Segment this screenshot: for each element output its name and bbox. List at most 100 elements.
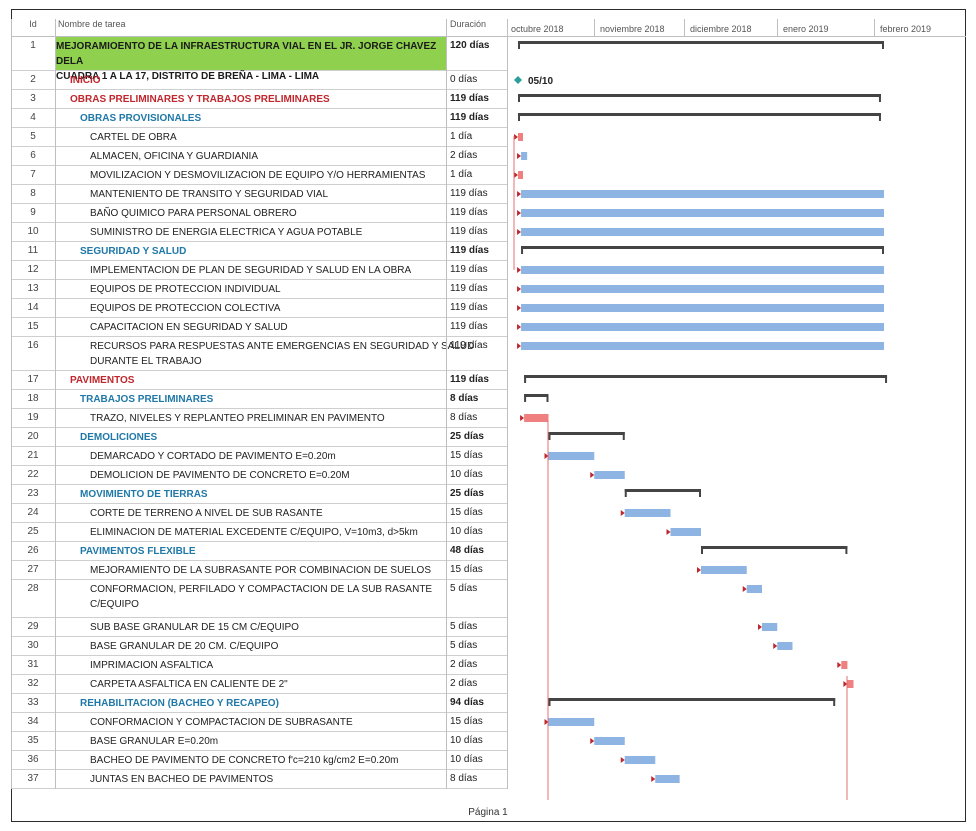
task-name[interactable]: DEMOLICIONES	[56, 430, 470, 445]
task-row[interactable]: 35 BASE GRANULAR E=0.20m 10 días	[11, 732, 507, 751]
task-row[interactable]: 5 CARTEL DE OBRA 1 día	[11, 128, 507, 147]
task-row[interactable]: 11 SEGURIDAD Y SALUD 119 días	[11, 242, 507, 261]
task-name[interactable]: ALMACEN, OFICINA Y GUARDIANIA	[56, 149, 480, 164]
task-name[interactable]: SEGURIDAD Y SALUD	[56, 244, 470, 259]
task-name[interactable]: PAVIMENTOS FLEXIBLE	[56, 544, 470, 559]
timeline-separator	[684, 19, 685, 36]
task-row[interactable]: 25 ELIMINACION DE MATERIAL EXCEDENTE C/EQ…	[11, 523, 507, 542]
task-row[interactable]: 8 MANTENIENTO DE TRANSITO Y SEGURIDAD VIA…	[11, 185, 507, 204]
task-name[interactable]: CARPETA ASFALTICA EN CALIENTE DE 2"	[56, 677, 480, 692]
task-name[interactable]: BACHEO DE PAVIMENTO DE CONCRETO f'c=210 …	[56, 753, 480, 768]
task-row[interactable]: 4 OBRAS PROVISIONALES 119 días	[11, 109, 507, 128]
task-name[interactable]: BASE GRANULAR E=0.20m	[56, 734, 480, 749]
task-row[interactable]: 13 EQUIPOS DE PROTECCION INDIVIDUAL 119 dí…	[11, 280, 507, 299]
task-name[interactable]: TRABAJOS PRELIMINARES	[56, 392, 470, 407]
task-row[interactable]: 23 MOVIMIENTO DE TIERRAS 25 días	[11, 485, 507, 504]
task-name[interactable]: MEJORAMIENTO DE LA SUBRASANTE POR COMBIN…	[56, 563, 480, 578]
col-id-header[interactable]: Id	[29, 19, 37, 29]
task-name[interactable]: CONFORMACION, PERFILADO Y COMPACTACION D…	[56, 582, 480, 612]
task-bar	[762, 623, 778, 631]
task-row[interactable]: 27 MEJORAMIENTO DE LA SUBRASANTE POR COMB…	[11, 561, 507, 580]
task-row[interactable]: 10 SUMINISTRO DE ENERGIA ELECTRICA Y AGUA…	[11, 223, 507, 242]
task-name-line: OBRAS PROVISIONALES	[80, 113, 202, 124]
timeline-month: enero 2019	[783, 24, 829, 34]
task-duration: 10 días	[450, 754, 483, 765]
task-row[interactable]: 17 PAVIMENTOS 119 días	[11, 371, 507, 390]
task-name[interactable]: PAVIMENTOS	[56, 373, 460, 388]
task-row[interactable]: 2 INICIO 0 días	[11, 71, 507, 90]
task-row[interactable]: 28 CONFORMACION, PERFILADO Y COMPACTACION…	[11, 580, 507, 618]
dependency-arrow-icon	[517, 286, 522, 292]
task-name[interactable]: SUMINISTRO DE ENERGIA ELECTRICA Y AGUA P…	[56, 225, 480, 240]
task-name[interactable]: EQUIPOS DE PROTECCION COLECTIVA	[56, 301, 480, 316]
task-row[interactable]: 30 BASE GRANULAR DE 20 CM. C/EQUIPO 5 días	[11, 637, 507, 656]
task-row[interactable]: 3 OBRAS PRELIMINARES Y TRABAJOS PRELIMINA…	[11, 90, 507, 109]
task-name[interactable]: ELIMINACION DE MATERIAL EXCEDENTE C/EQUI…	[56, 525, 480, 540]
task-row[interactable]: 33 REHABILITACION (BACHEO Y RECAPEO) 94 dí…	[11, 694, 507, 713]
task-name[interactable]: BASE GRANULAR DE 20 CM. C/EQUIPO	[56, 639, 480, 654]
task-row[interactable]: 16 RECURSOS PARA RESPUESTAS ANTE EMERGENC…	[11, 337, 507, 371]
task-name[interactable]: INICIO	[56, 73, 460, 88]
task-bar	[521, 228, 884, 236]
task-name[interactable]: JUNTAS EN BACHEO DE PAVIMENTOS	[56, 772, 480, 787]
task-row[interactable]: 29 SUB BASE GRANULAR DE 15 CM C/EQUIPO 5 d…	[11, 618, 507, 637]
task-row[interactable]: 14 EQUIPOS DE PROTECCION COLECTIVA 119 día…	[11, 299, 507, 318]
task-row[interactable]: 7 MOVILIZACION Y DESMOVILIZACION DE EQUIP…	[11, 166, 507, 185]
task-row[interactable]: 37 JUNTAS EN BACHEO DE PAVIMENTOS 8 días	[11, 770, 507, 789]
col-duration-header[interactable]: Duración	[450, 19, 487, 29]
task-name[interactable]: MANTENIENTO DE TRANSITO Y SEGURIDAD VIAL	[56, 187, 480, 202]
task-name[interactable]: MOVILIZACION Y DESMOVILIZACION DE EQUIPO…	[56, 168, 480, 183]
task-name[interactable]: IMPRIMACION ASFALTICA	[56, 658, 480, 673]
critical-task-bar	[518, 133, 523, 141]
task-name[interactable]: OBRAS PROVISIONALES	[56, 111, 470, 126]
task-name[interactable]: OBRAS PRELIMINARES Y TRABAJOS PRELIMINAR…	[56, 92, 460, 107]
task-duration: 119 días	[450, 302, 488, 313]
task-row[interactable]: 1 MEJORAMIOENTO DE LA INFRAESTRUCTURA VIA…	[11, 37, 507, 82]
task-id: 11	[27, 245, 39, 256]
task-row[interactable]: 18 TRABAJOS PRELIMINARES 8 días	[11, 390, 507, 409]
task-bar	[594, 737, 625, 745]
task-name[interactable]: SUB BASE GRANULAR DE 15 CM C/EQUIPO	[56, 620, 480, 635]
task-name[interactable]: IMPLEMENTACION DE PLAN DE SEGURIDAD Y SA…	[56, 263, 480, 278]
task-name[interactable]: DEMOLICION DE PAVIMENTO DE CONCRETO E=0.…	[56, 468, 480, 483]
task-row[interactable]: 12 IMPLEMENTACION DE PLAN DE SEGURIDAD Y …	[11, 261, 507, 280]
task-name[interactable]: EQUIPOS DE PROTECCION INDIVIDUAL	[56, 282, 480, 297]
task-name[interactable]: REHABILITACION (BACHEO Y RECAPEO)	[56, 696, 470, 711]
task-duration: 25 días	[450, 488, 484, 499]
critical-task-bar	[841, 661, 848, 669]
task-row[interactable]: 21 DEMARCADO Y CORTADO DE PAVIMENTO E=0.2…	[11, 447, 507, 466]
summary-bar-cap	[518, 113, 520, 121]
task-name[interactable]: CARTEL DE OBRA	[56, 130, 480, 145]
task-row[interactable]: 19 TRAZO, NIVELES Y REPLANTEO PRELIMINAR …	[11, 409, 507, 428]
task-row[interactable]: 24 CORTE DE TERRENO A NIVEL DE SUB RASANT…	[11, 504, 507, 523]
task-name[interactable]: BAÑO QUIMICO PARA PERSONAL OBRERO	[56, 206, 480, 221]
header-separator	[11, 36, 966, 37]
task-row[interactable]: 26 PAVIMENTOS FLEXIBLE 48 días	[11, 542, 507, 561]
task-row[interactable]: 9 BAÑO QUIMICO PARA PERSONAL OBRERO 119 dí…	[11, 204, 507, 223]
task-name[interactable]: CAPACITACION EN SEGURIDAD Y SALUD	[56, 320, 480, 335]
task-id: 3	[30, 93, 36, 104]
task-name[interactable]: RECURSOS PARA RESPUESTAS ANTE EMERGENCIA…	[56, 339, 480, 369]
task-row[interactable]: 36 BACHEO DE PAVIMENTO DE CONCRETO f'c=21…	[11, 751, 507, 770]
task-id: 10	[27, 226, 39, 237]
task-row[interactable]: 15 CAPACITACION EN SEGURIDAD Y SALUD 119 d…	[11, 318, 507, 337]
task-row[interactable]: 34 CONFORMACION Y COMPACTACION DE SUBRASA…	[11, 713, 507, 732]
task-name[interactable]: DEMARCADO Y CORTADO DE PAVIMENTO E=0.20m	[56, 449, 480, 464]
task-name[interactable]: TRAZO, NIVELES Y REPLANTEO PRELIMINAR EN…	[56, 411, 480, 426]
task-row[interactable]: 31 IMPRIMACION ASFALTICA 2 días	[11, 656, 507, 675]
task-id: 16	[27, 340, 39, 351]
task-row[interactable]: 32 CARPETA ASFALTICA EN CALIENTE DE 2" 2 d…	[11, 675, 507, 694]
task-name[interactable]: MOVIMIENTO DE TIERRAS	[56, 487, 470, 502]
task-name-line: BACHEO DE PAVIMENTO DE CONCRETO f'c=210 …	[90, 755, 399, 766]
task-name[interactable]: MEJORAMIOENTO DE LA INFRAESTRUCTURA VIAL…	[56, 39, 446, 84]
task-row[interactable]: 6 ALMACEN, OFICINA Y GUARDIANIA 2 días	[11, 147, 507, 166]
task-row[interactable]: 20 DEMOLICIONES 25 días	[11, 428, 507, 447]
summary-bar	[524, 394, 549, 397]
dependency-arrow-icon	[843, 681, 848, 687]
col-name-header[interactable]: Nombre de tarea	[58, 19, 126, 29]
task-name[interactable]: CONFORMACION Y COMPACTACION DE SUBRASANT…	[56, 715, 480, 730]
task-name[interactable]: CORTE DE TERRENO A NIVEL DE SUB RASANTE	[56, 506, 480, 521]
task-row[interactable]: 22 DEMOLICION DE PAVIMENTO DE CONCRETO E=…	[11, 466, 507, 485]
task-duration: 48 días	[450, 545, 484, 556]
